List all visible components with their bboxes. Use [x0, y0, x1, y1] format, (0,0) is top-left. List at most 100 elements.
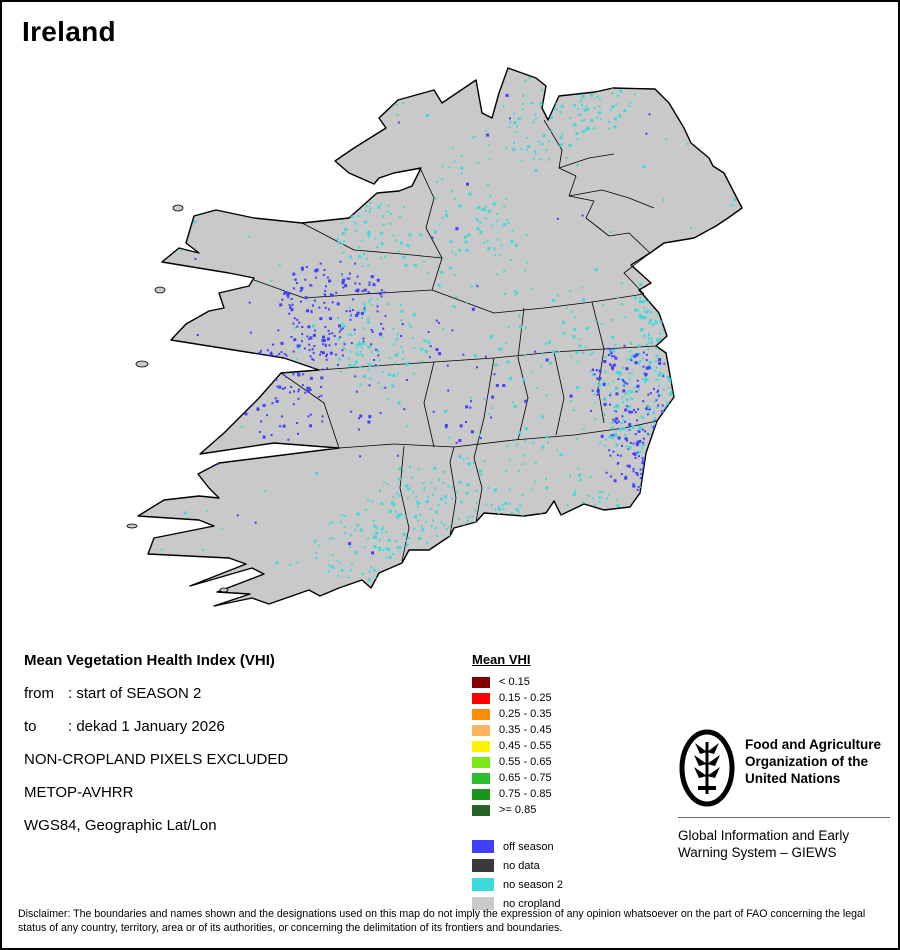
vhi-speckle	[698, 335, 702, 339]
vhi-speckle	[527, 145, 530, 148]
vhi-speckle	[683, 449, 686, 452]
vhi-speckle	[685, 436, 689, 439]
info-line: WGS84, Geographic Lat/Lon	[24, 817, 288, 834]
vhi-speckle	[360, 240, 363, 243]
vhi-speckle	[684, 518, 686, 521]
vhi-speckle	[742, 312, 744, 314]
vhi-speckle	[679, 487, 682, 490]
vhi-speckle	[477, 527, 480, 530]
vhi-speckle	[291, 303, 294, 306]
vhi-speckle	[513, 141, 515, 144]
vhi-speckle	[484, 538, 487, 541]
vhi-speckle	[669, 479, 672, 482]
vhi-speckle	[636, 474, 639, 477]
vhi-speckle	[346, 277, 349, 280]
vhi-speckle	[681, 483, 683, 486]
vhi-speckle	[697, 263, 699, 266]
vhi-speckle	[662, 465, 666, 469]
vhi-speckle	[710, 582, 713, 585]
vhi-speckle	[341, 322, 344, 325]
vhi-speckle	[493, 247, 496, 250]
vhi-speckle	[424, 349, 428, 353]
vhi-speckle	[497, 541, 500, 544]
vhi-speckle	[691, 429, 695, 433]
vhi-speckle	[580, 545, 583, 547]
vhi-speckle	[616, 498, 619, 501]
vhi-speckle	[662, 375, 665, 378]
vhi-speckle	[532, 441, 535, 444]
vhi-speckle	[589, 476, 592, 478]
vhi-speckle	[408, 323, 411, 326]
vhi-speckle	[683, 384, 686, 387]
vhi-speckle	[342, 279, 345, 282]
vhi-speckle	[646, 413, 649, 416]
vhi-speckle	[622, 419, 625, 422]
vhi-speckle	[662, 471, 665, 474]
vhi-speckle	[750, 274, 752, 276]
vhi-speckle	[682, 321, 685, 324]
vhi-speckle	[684, 424, 687, 427]
vhi-speckle	[592, 526, 595, 529]
vhi-speckle	[392, 495, 395, 498]
vhi-speckle	[397, 250, 400, 253]
vhi-speckle	[650, 275, 653, 278]
vhi-speckle	[434, 230, 437, 234]
vhi-speckle	[635, 390, 638, 393]
vhi-speckle	[633, 408, 635, 411]
vhi-speckle	[708, 279, 711, 282]
vhi-speckle	[668, 524, 672, 528]
vhi-speckle	[690, 318, 693, 320]
info-line-text: : start of SEASON 2	[68, 685, 202, 702]
vhi-speckle	[714, 309, 717, 312]
vhi-speckle	[626, 439, 628, 442]
vhi-speckle	[628, 446, 632, 450]
vhi-speckle	[672, 498, 675, 501]
vhi-speckle	[696, 476, 699, 478]
vhi-speckle	[634, 457, 637, 459]
legend-label: off season	[503, 840, 554, 853]
vhi-speckle	[325, 355, 328, 358]
vhi-speckle	[524, 269, 527, 272]
vhi-speckle	[657, 474, 659, 477]
vhi-speckle	[654, 378, 657, 381]
vhi-speckle	[584, 73, 588, 77]
vhi-speckle	[330, 565, 334, 569]
vhi-speckle	[743, 276, 745, 278]
vhi-speckle	[495, 535, 499, 539]
vhi-speckle	[447, 389, 450, 392]
vhi-speckle	[533, 150, 536, 153]
vhi-speckle	[419, 233, 422, 236]
vhi-speckle	[498, 254, 501, 257]
vhi-speckle	[658, 423, 661, 426]
vhi-speckle	[689, 482, 692, 485]
vhi-speckle	[645, 132, 648, 135]
vhi-speckle	[283, 292, 286, 295]
vhi-speckle	[690, 273, 694, 277]
vhi-speckle	[370, 343, 373, 346]
vhi-speckle	[647, 432, 650, 435]
vhi-speckle	[358, 341, 361, 344]
vhi-speckle	[648, 113, 651, 116]
vhi-speckle	[376, 349, 380, 353]
vhi-speckle	[675, 394, 679, 398]
vhi-speckle	[478, 469, 482, 473]
vhi-speckle	[514, 243, 518, 247]
vhi-speckle	[304, 391, 307, 394]
vhi-speckle	[544, 536, 548, 540]
vhi-speckle	[328, 279, 332, 283]
vhi-speckle	[514, 581, 517, 584]
vhi-speckle	[359, 383, 362, 386]
vhi-speckle	[711, 233, 714, 236]
vhi-speckle	[371, 303, 374, 306]
vhi-speckle	[690, 465, 692, 468]
vhi-speckle	[645, 353, 648, 356]
vhi-speckle	[372, 535, 376, 539]
vhi-speckle	[671, 478, 674, 481]
vhi-speckle	[620, 473, 623, 475]
vhi-speckle	[349, 534, 352, 537]
vhi-speckle	[569, 394, 573, 398]
vhi-speckle	[298, 321, 301, 324]
vhi-speckle	[626, 464, 629, 467]
vhi-speckle	[437, 255, 440, 258]
vhi-speckle	[350, 410, 353, 413]
